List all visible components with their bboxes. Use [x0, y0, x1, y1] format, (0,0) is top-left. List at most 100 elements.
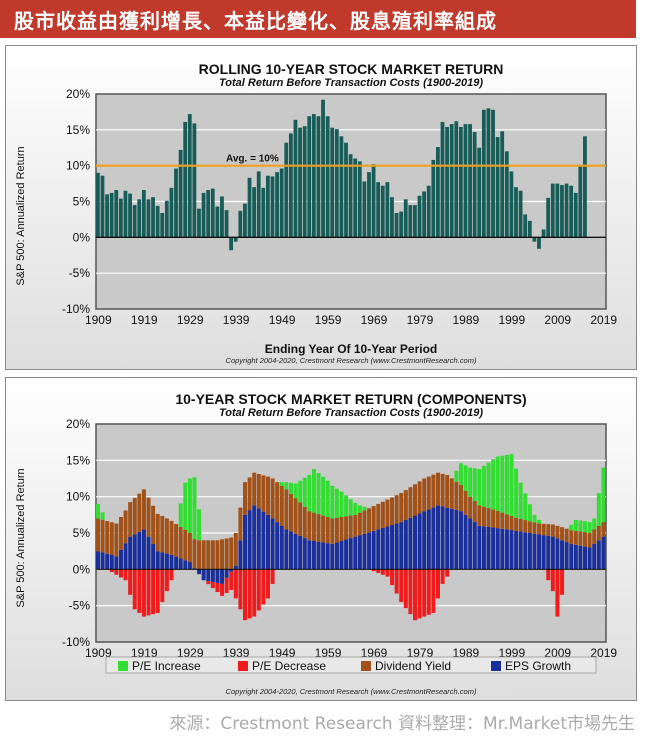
- chart2-bar-eps-growth: [564, 542, 569, 570]
- chart2-bar-dividend-yield: [486, 508, 491, 527]
- chart1-bar: [431, 159, 436, 238]
- chart1-bar: [463, 124, 468, 238]
- chart2-bar-pe-decrease: [266, 569, 270, 599]
- chart2-bar-pe-increase: [454, 470, 459, 482]
- chart2-bar-dividend-yield: [252, 472, 257, 506]
- chart2-bar-dividend-yield: [220, 539, 225, 570]
- chart2-bar-eps-growth: [123, 543, 128, 570]
- chart2-bar-pe-increase: [288, 482, 293, 494]
- chart2-bar-dividend-yield: [390, 497, 395, 526]
- chart2-bar-dividend-yield: [403, 490, 408, 520]
- chart2-bar-eps-growth: [569, 543, 574, 570]
- chart2-copyright: Copyright 2004-2020, Crestmont Research …: [226, 687, 477, 696]
- chart1-bar: [266, 175, 270, 238]
- chart2-bar-dividend-yield: [569, 530, 574, 544]
- chart2-bar-pe-increase: [197, 509, 202, 541]
- chart2-bar-dividend-yield: [596, 525, 601, 541]
- chart2-bar-dividend-yield: [500, 512, 505, 529]
- chart2-bar-dividend-yield: [215, 540, 220, 570]
- chart2-bar-eps-growth: [247, 510, 252, 570]
- chart1-bar: [105, 194, 109, 238]
- chart1-bar: [128, 193, 132, 238]
- chart2-bar-pe-increase: [472, 468, 477, 502]
- chart2-bar-pe-increase: [486, 462, 491, 509]
- chart1-bar: [353, 158, 358, 238]
- chart1-bar: [477, 147, 482, 238]
- chart1-bar: [123, 190, 128, 238]
- chart2-bar-dividend-yield: [431, 474, 436, 508]
- chart2-bar-eps-growth: [256, 508, 261, 570]
- chart1-bar: [252, 187, 257, 238]
- chart2-bar-pe-increase: [596, 493, 601, 526]
- chart1-bar: [279, 168, 284, 238]
- chart2-bar-eps-growth: [481, 526, 486, 570]
- chart2-legend-swatch: [118, 661, 128, 671]
- chart1-bar: [229, 237, 234, 251]
- chart1-bar: [215, 206, 220, 238]
- chart1-bar: [385, 182, 390, 238]
- chart2-bar-dividend-yield: [275, 482, 280, 523]
- chart2-bar-pe-increase: [458, 463, 463, 486]
- chart2-bar-dividend-yield: [380, 501, 385, 528]
- chart2-bar-pe-increase: [311, 469, 316, 513]
- chart2-bar-pe-decrease: [151, 569, 156, 615]
- chart2-bar-dividend-yield: [288, 493, 293, 532]
- chart2-bar-pe-increase: [325, 480, 330, 518]
- chart2-bar-dividend-yield: [477, 505, 482, 526]
- chart1-bar: [160, 212, 165, 238]
- chart2-bar-dividend-yield: [105, 521, 110, 554]
- chart1-bar: [578, 166, 583, 238]
- chart2-bar-pe-decrease: [560, 569, 565, 595]
- chart2-bar-dividend-yield: [399, 493, 404, 523]
- chart2-bar-eps-growth: [431, 507, 436, 570]
- rolling-return-chart: ROLLING 10-YEAR STOCK MARKET RETURN Tota…: [15, 61, 617, 365]
- chart2-bar-pe-increase: [321, 476, 326, 516]
- chart2-bar-dividend-yield: [541, 523, 546, 536]
- chart2-bar-eps-growth: [192, 568, 197, 570]
- chart2-bar-eps-growth: [201, 569, 206, 581]
- chart1-bar: [178, 149, 183, 238]
- chart1-bar: [169, 187, 174, 238]
- chart1-bar: [220, 196, 224, 238]
- chart2-bar-dividend-yield: [426, 476, 431, 510]
- chart2-bar-pe-increase: [495, 456, 500, 512]
- chart2-bar-eps-growth: [491, 527, 496, 570]
- chart2-bar-eps-growth: [371, 530, 376, 570]
- chart2-bar-dividend-yield: [192, 539, 197, 569]
- chart2-bar-eps-growth: [399, 522, 404, 570]
- chart2-bar-eps-growth: [288, 531, 293, 570]
- chart2-bar-dividend-yield: [458, 485, 463, 512]
- chart1-bar: [187, 114, 192, 238]
- chart1-ytick-label: -10%: [62, 302, 90, 316]
- chart1-xtick-label: 1919: [131, 313, 158, 327]
- chart2-ytick-label: -5%: [69, 599, 91, 613]
- chart2-ytick-label: 15%: [66, 453, 90, 467]
- chart2-bar-eps-growth: [238, 540, 243, 570]
- chart2-bar-eps-growth: [500, 528, 505, 570]
- chart1-xtick-label: 1909: [85, 313, 112, 327]
- chart2-bar-eps-growth: [252, 505, 257, 570]
- chart2-bar-pe-decrease: [210, 582, 215, 589]
- chart2-bar-eps-growth: [413, 515, 418, 570]
- chart2-bar-dividend-yield: [468, 496, 473, 519]
- chart2-bar-dividend-yield: [463, 490, 468, 515]
- chart2-bar-dividend-yield: [371, 506, 376, 531]
- chart1-xtick-label: 1989: [453, 313, 480, 327]
- chart2-bar-dividend-yield: [601, 522, 606, 537]
- chart2-ytick-label: -10%: [62, 635, 90, 649]
- chart2-bar-eps-growth: [275, 522, 280, 570]
- chart1-bar: [261, 187, 266, 238]
- chart2-bar-eps-growth: [233, 565, 238, 570]
- chart2-bar-dividend-yield: [96, 518, 100, 552]
- chart1-bar: [114, 190, 119, 238]
- chart2-bar-pe-increase: [348, 499, 353, 516]
- chart2-bar-dividend-yield: [155, 513, 160, 552]
- chart2-bar-dividend-yield: [201, 540, 206, 570]
- chart1-ylabel: S&P 500: Annualized Return: [15, 146, 27, 285]
- chart2-legend-label: P/E Increase: [132, 659, 201, 673]
- chart2-bar-dividend-yield: [454, 481, 459, 511]
- chart2-bar-dividend-yield: [353, 514, 358, 537]
- chart2-bar-pe-decrease: [385, 569, 390, 577]
- chart2-bar-pe-increase: [183, 482, 188, 530]
- chart1-xtick-label: 1999: [498, 313, 525, 327]
